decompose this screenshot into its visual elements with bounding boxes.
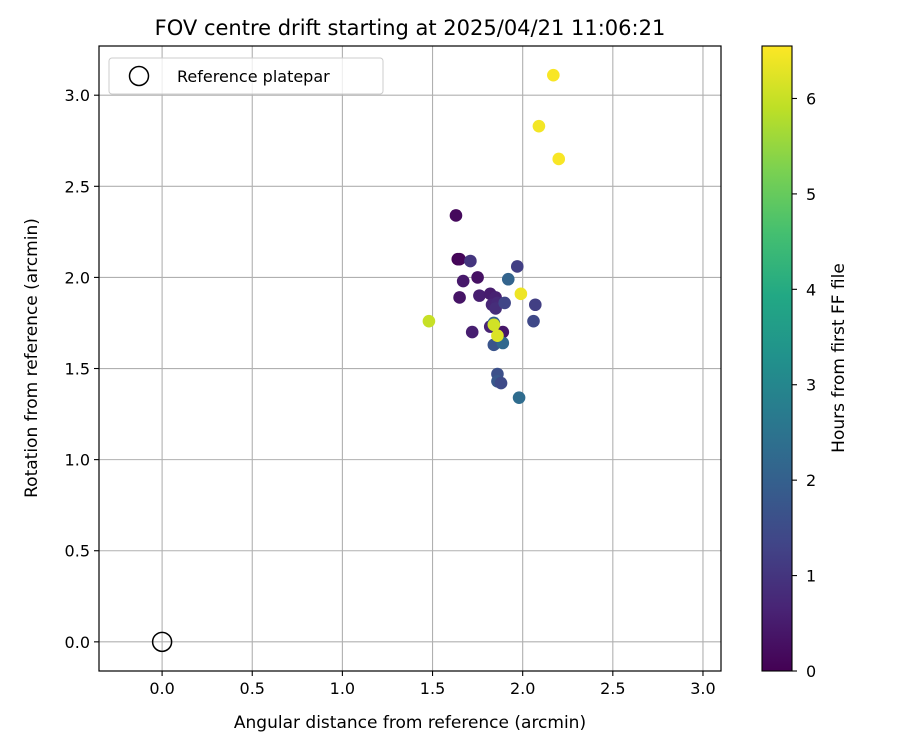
y-axis-ticks: 0.0 0.5 1.0 1.5 2.0 2.5 3.0 (65, 86, 99, 652)
legend: Reference platepar (108, 57, 384, 95)
data-point (532, 119, 546, 133)
data-point (471, 271, 484, 284)
data-point (456, 274, 470, 288)
colorbar-label: Hours from first FF file (829, 263, 849, 453)
data-point (529, 298, 542, 312)
colorbar-tick-label: 1 (806, 567, 816, 586)
data-point (487, 318, 501, 332)
x-gridlines (161, 46, 704, 671)
y-tick-label: 0.0 (65, 633, 90, 652)
colorbar-tick-label: 0 (806, 662, 816, 681)
y-tick-label: 0.5 (65, 542, 90, 561)
data-point (552, 152, 566, 166)
y-tick-label: 1.5 (65, 360, 90, 379)
colorbar-tick-label: 5 (806, 185, 816, 204)
y-tick-label: 2.5 (65, 177, 90, 196)
chart-title: FOV centre drift starting at 2025/04/21 … (155, 16, 666, 40)
y-tick-label: 3.0 (65, 86, 90, 105)
data-point (489, 302, 502, 315)
y-tick-label: 1.0 (65, 451, 90, 470)
x-tick-label: 0.0 (149, 679, 174, 698)
data-point (510, 260, 524, 273)
x-axis-ticks: 0.0 0.5 1.0 1.5 2.0 2.5 3.0 (149, 671, 716, 698)
y-tick-label: 2.0 (65, 268, 90, 287)
reference-platepar-marker (151, 631, 173, 653)
x-tick-label: 2.5 (600, 679, 625, 698)
data-point (453, 291, 466, 304)
data-point (491, 329, 504, 343)
data-point (527, 314, 540, 328)
plot-area-frame (98, 45, 722, 672)
x-axis-title: Angular distance from reference (arcmin) (234, 713, 586, 733)
colorbar: 0 1 2 3 4 5 6 Hours from first FF file (761, 45, 849, 681)
x-tick-label: 1.0 (330, 679, 355, 698)
x-tick-label: 3.0 (690, 679, 715, 698)
data-points (422, 68, 566, 404)
data-point (512, 391, 526, 404)
x-tick-label: 1.5 (420, 679, 445, 698)
colorbar-ticks: 0 1 2 3 4 5 6 (792, 89, 816, 681)
data-point (501, 272, 515, 286)
colorbar-tick-label: 6 (806, 89, 816, 108)
data-point (453, 252, 466, 266)
colorbar-gradient (761, 45, 793, 672)
data-point (465, 325, 479, 339)
data-point (514, 287, 528, 301)
data-point (473, 289, 486, 302)
legend-label: Reference platepar (177, 67, 330, 86)
x-tick-label: 0.5 (240, 679, 265, 698)
data-point (498, 296, 511, 310)
colorbar-tick-label: 4 (806, 280, 816, 299)
colorbar-tick-label: 3 (806, 376, 816, 395)
data-point (422, 314, 436, 328)
y-axis-title: Rotation from reference (arcmin) (22, 218, 42, 498)
x-tick-label: 2.0 (510, 679, 535, 698)
y-gridlines (99, 94, 721, 643)
data-point (464, 254, 477, 268)
colorbar-tick-label: 2 (806, 471, 816, 490)
data-point (449, 209, 463, 222)
legend-box (108, 57, 384, 95)
data-point (547, 68, 560, 82)
data-point (494, 376, 508, 390)
legend-marker-icon (128, 65, 150, 87)
